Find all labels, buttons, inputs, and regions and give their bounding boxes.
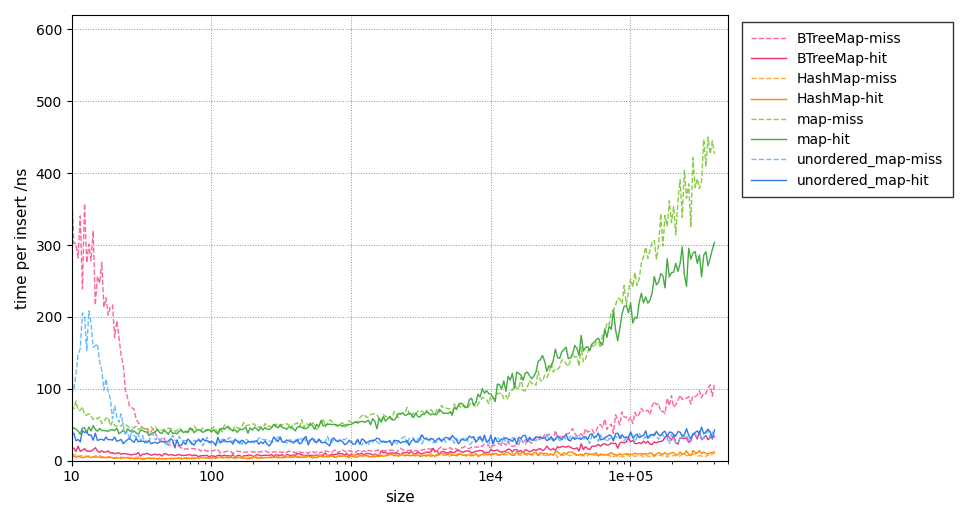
HashMap-miss bbox=[66, 450, 78, 457]
HashMap-hit bbox=[650, 451, 662, 457]
HashMap-hit bbox=[708, 449, 720, 456]
Line: BTreeMap-hit: BTreeMap-hit bbox=[72, 431, 714, 457]
BTreeMap-miss bbox=[451, 446, 462, 452]
HashMap-hit bbox=[449, 452, 460, 458]
HashMap-miss bbox=[463, 453, 475, 459]
Line: unordered_map-miss: unordered_map-miss bbox=[72, 311, 714, 446]
Line: HashMap-hit: HashMap-hit bbox=[72, 450, 714, 459]
BTreeMap-miss bbox=[66, 186, 78, 192]
BTreeMap-hit bbox=[449, 449, 460, 456]
map-miss bbox=[451, 407, 462, 413]
Line: unordered_map-hit: unordered_map-hit bbox=[72, 427, 714, 448]
unordered_map-hit bbox=[449, 435, 460, 441]
HashMap-miss bbox=[708, 451, 720, 457]
unordered_map-hit bbox=[169, 445, 180, 451]
unordered_map-miss bbox=[453, 438, 464, 444]
HashMap-hit bbox=[610, 451, 621, 458]
unordered_map-hit bbox=[708, 427, 720, 433]
unordered_map-hit bbox=[66, 432, 78, 438]
Line: map-miss: map-miss bbox=[72, 137, 714, 434]
map-hit bbox=[610, 327, 621, 333]
unordered_map-miss bbox=[611, 435, 623, 441]
BTreeMap-miss bbox=[227, 450, 238, 457]
Line: HashMap-miss: HashMap-miss bbox=[72, 453, 714, 459]
HashMap-miss bbox=[169, 456, 180, 462]
unordered_map-hit bbox=[650, 428, 662, 434]
BTreeMap-miss bbox=[650, 401, 662, 408]
HashMap-miss bbox=[419, 450, 430, 456]
map-miss bbox=[68, 406, 79, 412]
BTreeMap-hit bbox=[230, 454, 241, 460]
unordered_map-miss bbox=[653, 436, 665, 443]
Line: map-hit: map-hit bbox=[72, 242, 714, 436]
HashMap-miss bbox=[451, 451, 462, 458]
map-miss bbox=[212, 431, 224, 437]
map-hit bbox=[68, 425, 79, 431]
unordered_map-miss bbox=[66, 380, 78, 386]
BTreeMap-hit bbox=[610, 440, 621, 446]
unordered_map-hit bbox=[461, 436, 473, 443]
HashMap-hit bbox=[68, 453, 79, 459]
map-hit bbox=[708, 239, 720, 245]
X-axis label: size: size bbox=[385, 490, 415, 505]
BTreeMap-miss bbox=[449, 445, 460, 451]
unordered_map-hit bbox=[451, 437, 462, 444]
unordered_map-hit bbox=[696, 424, 707, 430]
HashMap-hit bbox=[451, 453, 462, 459]
BTreeMap-hit bbox=[451, 448, 462, 454]
map-hit bbox=[451, 406, 462, 412]
map-miss bbox=[66, 402, 78, 409]
unordered_map-miss bbox=[83, 308, 95, 314]
map-hit bbox=[66, 426, 78, 433]
unordered_map-hit bbox=[68, 430, 79, 436]
BTreeMap-hit bbox=[68, 445, 79, 451]
unordered_map-miss bbox=[451, 435, 462, 441]
unordered_map-miss bbox=[197, 443, 208, 449]
HashMap-miss bbox=[611, 453, 623, 460]
map-hit bbox=[449, 404, 460, 410]
Legend: BTreeMap-miss, BTreeMap-hit, HashMap-miss, HashMap-hit, map-miss, map-hit, unord: BTreeMap-miss, BTreeMap-hit, HashMap-mis… bbox=[741, 22, 953, 198]
BTreeMap-miss bbox=[68, 240, 79, 246]
HashMap-hit bbox=[687, 447, 699, 453]
map-hit bbox=[461, 405, 473, 411]
unordered_map-miss bbox=[708, 435, 720, 441]
BTreeMap-miss bbox=[610, 411, 621, 418]
map-miss bbox=[708, 151, 720, 157]
unordered_map-miss bbox=[68, 386, 79, 393]
HashMap-hit bbox=[137, 456, 148, 462]
HashMap-hit bbox=[461, 452, 473, 458]
BTreeMap-miss bbox=[708, 382, 720, 388]
BTreeMap-hit bbox=[708, 434, 720, 440]
BTreeMap-hit bbox=[650, 440, 662, 446]
map-hit bbox=[143, 433, 155, 439]
unordered_map-miss bbox=[463, 441, 475, 448]
BTreeMap-hit bbox=[66, 445, 78, 451]
HashMap-miss bbox=[453, 450, 464, 457]
BTreeMap-miss bbox=[461, 445, 473, 451]
Line: BTreeMap-miss: BTreeMap-miss bbox=[72, 189, 714, 453]
HashMap-miss bbox=[68, 451, 79, 458]
map-miss bbox=[449, 401, 460, 407]
unordered_map-hit bbox=[610, 431, 621, 437]
BTreeMap-hit bbox=[461, 448, 473, 454]
map-miss bbox=[703, 134, 714, 140]
map-miss bbox=[610, 302, 621, 308]
map-miss bbox=[461, 405, 473, 411]
map-hit bbox=[650, 282, 662, 288]
HashMap-hit bbox=[66, 453, 78, 460]
Y-axis label: time per insert /ns: time per insert /ns bbox=[15, 167, 30, 308]
map-miss bbox=[650, 256, 662, 262]
HashMap-miss bbox=[653, 452, 665, 459]
BTreeMap-hit bbox=[694, 428, 705, 434]
